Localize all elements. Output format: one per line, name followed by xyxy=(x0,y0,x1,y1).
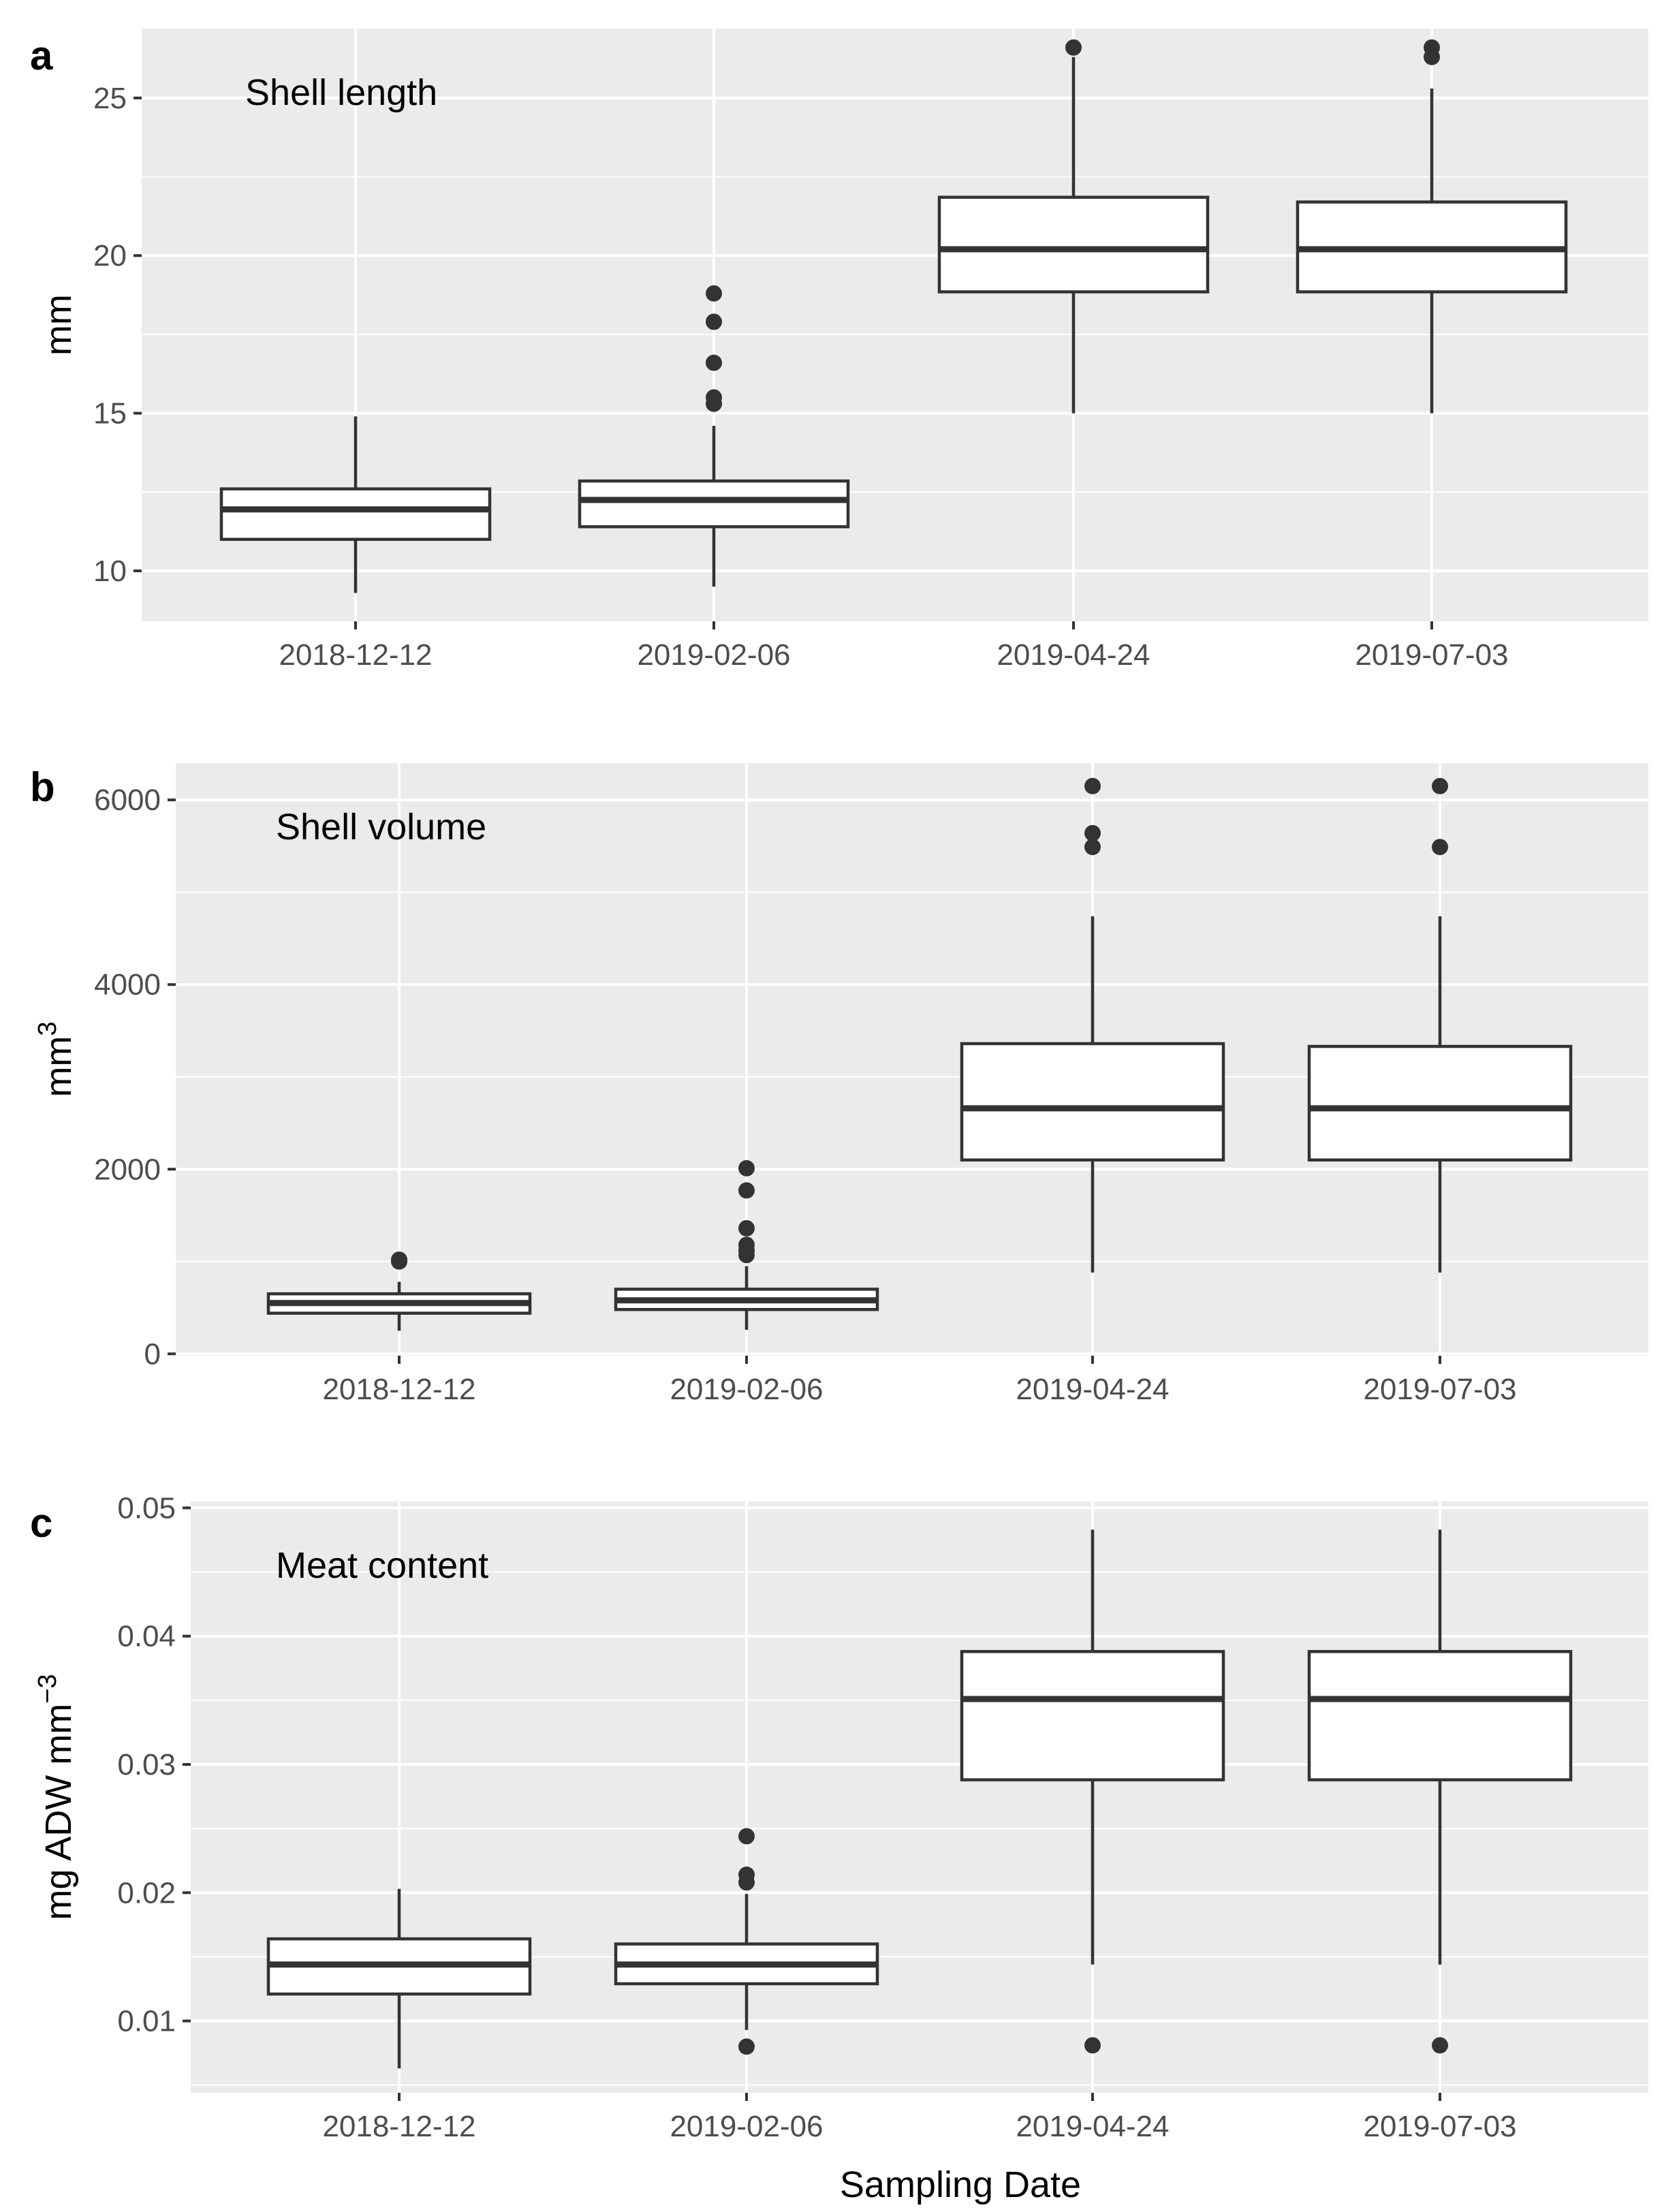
x-tick-label: 2018-12-12 xyxy=(322,2110,475,2143)
panel-c: 0.01 0.02 0.03 0.04 0.05 2018-12-12 2019-02-06… xyxy=(30,1491,1648,2143)
x-tick-label: 2018-12-12 xyxy=(279,638,432,672)
outlier-point xyxy=(738,1182,755,1199)
panel-a: 10 15 20 25 2018-12-12 2019-02-06 2019-04-24 20… xyxy=(30,29,1648,672)
y-tick-label: 25 xyxy=(93,82,127,115)
outlier-point xyxy=(1432,839,1448,856)
outlier-point xyxy=(391,1251,407,1268)
box-2019-07-03 xyxy=(1307,1529,1573,2054)
x-tick-label: 2019-04-24 xyxy=(1016,1373,1169,1406)
y-tick-label: 0 xyxy=(144,1337,161,1371)
box-2018-12-12 xyxy=(266,1888,532,2069)
y-tick-label: 0.01 xyxy=(117,2005,176,2038)
y-tick-label: 2000 xyxy=(94,1153,161,1186)
box-body xyxy=(960,1650,1225,1781)
outlier-point xyxy=(738,2038,755,2055)
y-tick-label: 0.03 xyxy=(117,1748,176,1781)
box-2019-02-06 xyxy=(614,1828,879,2055)
box-2019-02-06 xyxy=(578,285,850,587)
box-2019-04-24 xyxy=(960,777,1225,1273)
outlier-point xyxy=(1084,2037,1101,2054)
panel-letter: b xyxy=(30,764,55,810)
box-2019-04-24 xyxy=(960,1529,1225,2054)
outlier-point xyxy=(706,313,722,330)
outlier-point xyxy=(738,1159,755,1177)
outlier-point xyxy=(738,1866,755,1883)
y-axis-title: mg ADW mm−3 xyxy=(33,1674,79,1920)
y-axis-title-superscript: 3 xyxy=(33,1021,62,1035)
outlier-point xyxy=(706,285,722,302)
y-tick-label: 20 xyxy=(93,239,127,272)
box-2018-12-12 xyxy=(219,416,492,593)
outlier-point xyxy=(1084,839,1101,856)
y-tick-label: 10 xyxy=(93,555,127,588)
x-tick-label: 2019-02-06 xyxy=(670,1373,823,1406)
x-tick-label: 2019-02-06 xyxy=(637,638,790,672)
x-tick-label: 2019-02-06 xyxy=(670,2110,823,2143)
y-tick-label: 0.04 xyxy=(117,1620,176,1653)
x-tick-label: 2019-04-24 xyxy=(997,638,1150,672)
outlier-point xyxy=(1424,39,1440,56)
x-tick-label: 2019-07-03 xyxy=(1363,1373,1516,1406)
y-axis-title: mm3 xyxy=(33,1021,79,1097)
outlier-point xyxy=(1084,777,1101,794)
box-body xyxy=(219,487,492,541)
panel-title: Meat content xyxy=(276,1545,488,1586)
y-tick-label: 0.02 xyxy=(117,1876,176,1910)
panels-layer: 10 15 20 25 2018-12-12 2019-02-06 2019-04-24 20… xyxy=(30,29,1648,2143)
y-tick-label: 4000 xyxy=(94,968,161,1001)
y-axis-title: mm xyxy=(38,294,79,356)
y-axis-title-text: mg ADW mm xyxy=(38,1704,79,1920)
outlier-point xyxy=(1084,824,1101,841)
box-2019-02-06 xyxy=(614,1159,879,1330)
outlier-point xyxy=(1065,39,1082,56)
box-body xyxy=(960,1042,1225,1162)
box-2018-12-12 xyxy=(266,1251,532,1331)
panel-b: 0 2000 4000 6000 2018-12-12 2019-02-06 2019-04… xyxy=(30,763,1648,1406)
panel-letter: a xyxy=(30,33,53,78)
panel-letter: c xyxy=(30,1500,52,1546)
x-tick-label: 2019-04-24 xyxy=(1016,2110,1169,2143)
box-2019-07-03 xyxy=(1307,777,1573,1273)
y-tick-label: 15 xyxy=(93,397,127,431)
x-tick-label: 2019-07-03 xyxy=(1355,638,1508,672)
y-axis-title-text: mm xyxy=(38,294,79,356)
x-tick-label: 2019-07-03 xyxy=(1363,2110,1516,2143)
x-axis-title: Sampling Date xyxy=(840,2164,1081,2205)
outlier-point xyxy=(1432,777,1448,794)
box-body xyxy=(937,196,1210,294)
panel-title: Shell length xyxy=(245,72,437,113)
outlier-point xyxy=(706,354,722,371)
box-2019-04-24 xyxy=(937,39,1210,414)
outlier-point xyxy=(1432,2037,1448,2054)
outlier-point xyxy=(738,1828,755,1845)
y-tick-label: 0.05 xyxy=(117,1491,176,1525)
outlier-point xyxy=(738,1236,755,1253)
outlier-point xyxy=(738,1219,755,1236)
panel-background xyxy=(191,1501,1648,2093)
box-body xyxy=(1307,1650,1573,1781)
y-axis-title-superscript: −3 xyxy=(33,1674,62,1703)
panel-title: Shell volume xyxy=(276,807,486,847)
y-tick-label: 6000 xyxy=(94,783,161,817)
y-axis-title-text: mm xyxy=(38,1036,79,1097)
box-body xyxy=(578,479,850,529)
outlier-point xyxy=(706,389,722,406)
x-tick-label: 2018-12-12 xyxy=(322,1373,475,1406)
box-2019-07-03 xyxy=(1296,39,1568,414)
box-body xyxy=(1307,1044,1573,1162)
